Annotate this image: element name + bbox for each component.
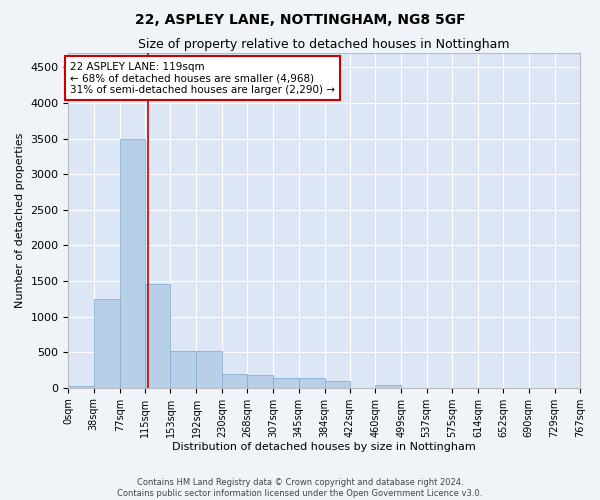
Bar <box>196 350 222 388</box>
Bar <box>222 374 247 388</box>
Bar <box>94 298 120 388</box>
Bar <box>170 350 196 388</box>
Bar <box>325 382 350 388</box>
Text: 22, ASPLEY LANE, NOTTINGHAM, NG8 5GF: 22, ASPLEY LANE, NOTTINGHAM, NG8 5GF <box>134 12 466 26</box>
Text: 22 ASPLEY LANE: 119sqm
← 68% of detached houses are smaller (4,968)
31% of semi-: 22 ASPLEY LANE: 119sqm ← 68% of detached… <box>70 62 335 95</box>
Bar <box>247 376 273 388</box>
Bar <box>273 378 299 388</box>
Text: Contains HM Land Registry data © Crown copyright and database right 2024.
Contai: Contains HM Land Registry data © Crown c… <box>118 478 482 498</box>
Bar <box>145 284 170 388</box>
Title: Size of property relative to detached houses in Nottingham: Size of property relative to detached ho… <box>139 38 510 51</box>
Bar <box>68 386 94 388</box>
Bar <box>375 384 401 388</box>
X-axis label: Distribution of detached houses by size in Nottingham: Distribution of detached houses by size … <box>172 442 476 452</box>
Y-axis label: Number of detached properties: Number of detached properties <box>15 132 25 308</box>
Bar <box>120 138 145 388</box>
Bar <box>299 378 325 388</box>
